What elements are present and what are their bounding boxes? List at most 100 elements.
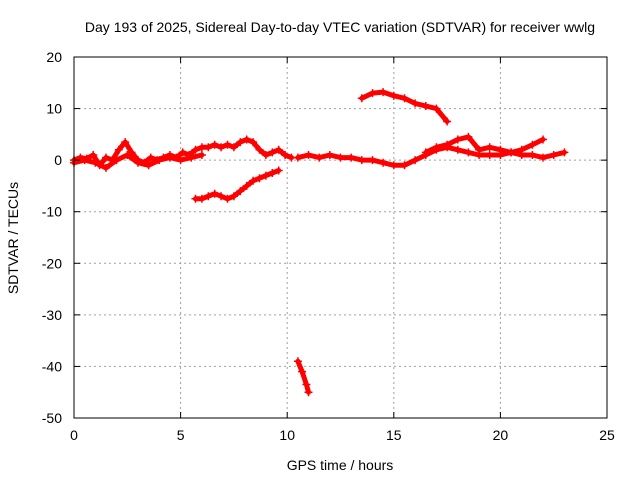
y-axis-title: SDTVAR / TECUs [5, 182, 21, 294]
data-point [134, 158, 142, 167]
x-tick-label: 5 [177, 427, 185, 443]
data-point [236, 138, 245, 147]
data-point [507, 148, 516, 157]
data-point [165, 153, 174, 162]
plot-frame [73, 56, 608, 419]
data-point [268, 148, 277, 157]
data-point [102, 153, 110, 162]
data-point [229, 192, 238, 201]
data-point [204, 143, 213, 152]
data-point [379, 158, 388, 167]
data-point [432, 104, 441, 113]
data-point [249, 176, 258, 185]
data-point [302, 380, 311, 389]
data-point [293, 357, 302, 366]
data-point [411, 156, 420, 165]
data-point [80, 156, 89, 165]
data-point [210, 140, 219, 149]
data-point [229, 143, 238, 152]
x-tick-label: 0 [70, 427, 78, 443]
data-point [89, 151, 98, 159]
data-point [453, 145, 462, 154]
series-track-upper-right [421, 132, 547, 157]
data-point [464, 148, 473, 157]
data-point [274, 166, 283, 175]
data-point [357, 94, 366, 103]
data-point [91, 158, 100, 167]
data-point [496, 145, 505, 154]
y-tick-label: -30 [42, 307, 62, 323]
series-track-low-band [70, 151, 206, 172]
data-point [539, 153, 547, 162]
data-point [539, 135, 547, 144]
data-point [204, 192, 213, 201]
data-point [443, 140, 452, 149]
data-point [178, 148, 187, 157]
data-point [114, 145, 123, 154]
data-point [549, 151, 558, 159]
data-point [102, 163, 110, 172]
data-point [560, 148, 569, 157]
data-point [261, 171, 270, 180]
data-point [255, 174, 264, 183]
data-point [123, 151, 132, 159]
tick-marks [73, 56, 608, 419]
data-point [517, 145, 526, 154]
y-tick-label: -10 [42, 204, 62, 220]
data-point [379, 88, 388, 97]
data-point [274, 145, 283, 154]
data-point [443, 117, 452, 126]
data-point [197, 194, 206, 203]
y-tick-label: 10 [46, 101, 62, 117]
data-point [242, 135, 251, 144]
data-point [255, 145, 264, 154]
series-track-high [357, 88, 452, 126]
data-point [325, 151, 334, 159]
data-point [191, 145, 200, 154]
data-point [261, 151, 270, 159]
data-point [146, 153, 155, 162]
data-point [249, 138, 258, 147]
data-point [223, 140, 232, 149]
series-track-dip [191, 166, 283, 203]
data-point [528, 151, 537, 159]
data-point [528, 140, 537, 149]
y-tick-label: -20 [42, 255, 62, 271]
data-point [400, 161, 409, 170]
y-tick-label: 20 [46, 49, 62, 65]
y-tick-label: -50 [42, 410, 62, 426]
data-point [197, 151, 206, 159]
data-point [389, 91, 398, 100]
x-tick-labels: 0 5 10 15 20 25 [70, 427, 615, 443]
data-point [281, 151, 290, 159]
data-point [315, 153, 324, 162]
data-point [112, 156, 121, 165]
grid-lines [74, 57, 607, 418]
x-tick-label: 15 [386, 427, 402, 443]
series-track-outlier [293, 357, 313, 397]
data-point [411, 99, 420, 108]
data-point [389, 161, 398, 170]
data-point [453, 135, 462, 144]
data-point [304, 388, 313, 397]
data-point [223, 194, 232, 203]
data-point [357, 156, 366, 165]
y-tick-labels: -50 -40 -30 -20 -10 0 10 20 [42, 49, 62, 426]
data-point [210, 189, 219, 198]
data-point [242, 181, 251, 190]
data-point [187, 153, 196, 162]
data-point [293, 153, 302, 162]
data-point [368, 156, 377, 165]
x-tick-label: 20 [493, 427, 509, 443]
data-point [268, 169, 277, 177]
x-tick-label: 10 [279, 427, 295, 443]
data-point [432, 143, 441, 152]
data-point [368, 89, 377, 98]
data-point [121, 138, 130, 147]
data-point [475, 145, 484, 154]
data-point [347, 153, 356, 162]
data-point [217, 192, 226, 201]
data-point [336, 153, 345, 162]
data-point [421, 148, 430, 157]
